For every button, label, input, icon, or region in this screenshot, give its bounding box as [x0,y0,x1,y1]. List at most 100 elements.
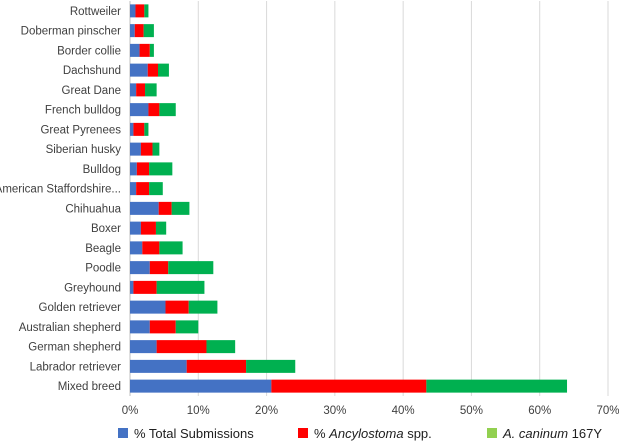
bar-chihuahua-ancylostoma-spp [158,201,172,215]
bar-greyhound-a-caninum-167y [156,280,205,294]
bar-mixed-breed-ancylostoma-spp [271,379,427,393]
bar-american-staffordshire-a-caninum-167y [149,182,163,196]
legend-text-italic: Ancylostoma [328,426,403,441]
category-label-golden-retriever: Golden retriever [39,302,122,314]
legend-text-suffix: 167Y [568,426,602,441]
bar-dachshund-a-caninum-167y [157,63,169,77]
bar-labrador-retriever-a-caninum-167y [246,359,296,373]
category-label-boxer: Boxer [91,223,121,235]
bar-dachshund-ancylostoma-spp [147,63,158,77]
legend: % Total Submissions% Ancylostoma spp. A. … [118,426,602,441]
bars [130,4,568,393]
bar-great-pyrenees-total-submissions [130,122,134,136]
bar-great-dane-ancylostoma-spp [136,83,146,97]
legend-label: % Total Submissions [134,426,254,441]
legend-text-italic: A. caninum [502,426,568,441]
x-tick-label: 70% [596,405,619,417]
bar-rottweiler-total-submissions [130,4,136,18]
category-label-australian-shepherd: Australian shepherd [19,322,121,334]
bar-bulldog-a-caninum-167y [149,162,173,176]
bar-border-collie-ancylostoma-spp [139,43,150,57]
bar-german-shepherd-total-submissions [130,340,157,354]
bar-dachshund-total-submissions [130,63,148,77]
legend-swatch [118,428,128,438]
bar-greyhound-total-submissions [130,280,134,294]
bar-great-pyrenees-ancylostoma-spp [133,122,145,136]
bar-beagle-ancylostoma-spp [142,241,160,255]
category-label-german-shepherd: German shepherd [28,342,121,354]
bar-border-collie-total-submissions [130,43,140,57]
bar-great-pyrenees-a-caninum-167y [144,122,149,136]
category-labels: Rottweiler Doberman pinscher Border collie… [0,6,122,393]
bar-siberian-husky-total-submissions [130,142,141,156]
category-label-poodle: Poodle [85,263,121,275]
bar-german-shepherd-ancylostoma-spp [156,340,207,354]
category-label-border-collie: Border collie [57,45,121,57]
bar-american-staffordshire-total-submissions [130,182,137,196]
category-label-french-bulldog: French bulldog [45,105,121,117]
bar-labrador-retriever-total-submissions [130,359,187,373]
bar-mixed-breed-total-submissions [130,379,272,393]
bar-doberman-pinscher-a-caninum-167y [143,24,154,38]
bar-french-bulldog-total-submissions [130,103,149,117]
bar-french-bulldog-ancylostoma-spp [148,103,160,117]
bar-poodle-ancylostoma-spp [149,261,169,275]
legend-item-0: % Total Submissions [118,426,254,441]
bar-golden-retriever-ancylostoma-spp [165,300,189,314]
bar-labrador-retriever-ancylostoma-spp [186,359,247,373]
category-label-mixed-breed: Mixed breed [58,381,121,393]
x-tick-label: 10% [187,405,210,417]
x-tick-label: 0% [122,405,139,417]
bar-boxer-total-submissions [130,221,141,235]
bar-golden-retriever-total-submissions [130,300,166,314]
bar-siberian-husky-ancylostoma-spp [140,142,153,156]
bar-american-staffordshire-ancylostoma-spp [136,182,150,196]
bar-chihuahua-a-caninum-167y [171,201,190,215]
bar-siberian-husky-a-caninum-167y [152,142,160,156]
x-tick-labels: 0% 10% 20% 30% 40% 50% 60% 70% [122,405,619,417]
bar-chihuahua-total-submissions [130,201,159,215]
bar-mixed-breed-a-caninum-167y [426,379,568,393]
gridlines [129,1,609,396]
bar-great-dane-a-caninum-167y [145,83,157,97]
bar-bulldog-ancylostoma-spp [136,162,150,176]
bar-french-bulldog-a-caninum-167y [159,103,176,117]
x-tick-label: 20% [255,405,278,417]
x-tick-label: 30% [323,405,346,417]
category-label-doberman-pinscher: Doberman pinscher [21,26,122,38]
bar-great-dane-total-submissions [130,83,137,97]
bar-poodle-total-submissions [130,261,150,275]
legend-label: % Ancylostoma spp. [314,426,432,441]
category-label-chihuahua: Chihuahua [65,203,121,215]
legend-text-prefix: % Total Submissions [134,426,254,441]
bar-doberman-pinscher-total-submissions [130,24,135,38]
x-tick-label: 50% [460,405,483,417]
legend-swatch [487,428,497,438]
bar-australian-shepherd-a-caninum-167y [175,320,199,334]
legend-item-1: % Ancylostoma spp. [298,426,432,441]
bar-beagle-total-submissions [130,241,143,255]
bar-boxer-a-caninum-167y [155,221,167,235]
category-label-greyhound: Greyhound [64,282,121,294]
category-label-dachshund: Dachshund [63,65,121,77]
bar-rottweiler-a-caninum-167y [144,4,149,18]
category-label-labrador-retriever: Labrador retriever [30,361,122,373]
bar-greyhound-ancylostoma-spp [133,280,157,294]
legend-text-prefix: % [314,426,329,441]
category-label-great-dane: Great Dane [62,85,121,97]
bar-german-shepherd-a-caninum-167y [206,340,236,354]
x-tick-label: 40% [392,405,415,417]
category-label-bulldog: Bulldog [83,164,121,176]
bar-bulldog-total-submissions [130,162,137,176]
legend-text-suffix: spp. [404,426,432,441]
bar-australian-shepherd-ancylostoma-spp [149,320,176,334]
legend-item-2: A. caninum 167Y [487,426,602,441]
category-label-beagle: Beagle [85,243,121,255]
bar-boxer-ancylostoma-spp [140,221,156,235]
bar-border-collie-a-caninum-167y [149,43,154,57]
category-label-rottweiler: Rottweiler [70,6,121,18]
category-label-american-staffordshire: American Staffordshire... [0,184,121,196]
x-tick-label: 60% [528,405,551,417]
bar-doberman-pinscher-ancylostoma-spp [134,24,144,38]
